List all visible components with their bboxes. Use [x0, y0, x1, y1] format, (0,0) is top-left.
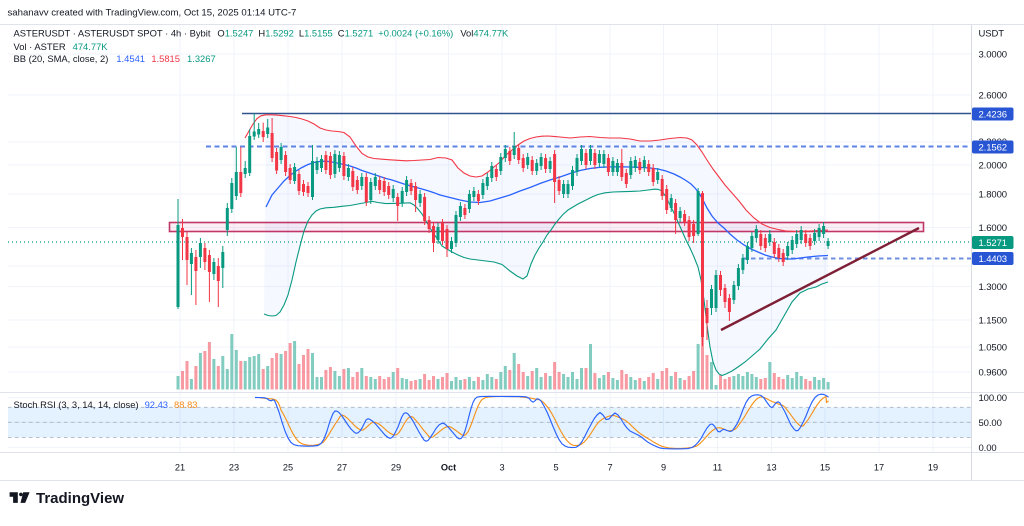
- svg-text:17: 17: [874, 462, 884, 472]
- svg-text:25: 25: [283, 462, 293, 472]
- svg-text:2.0000: 2.0000: [979, 161, 1007, 172]
- svg-text:1.5271: 1.5271: [979, 238, 1007, 249]
- svg-text:USDT: USDT: [979, 29, 1005, 40]
- svg-text:sahanavv created with TradingV: sahanavv created with TradingView.com, O…: [8, 8, 297, 19]
- svg-text:Stoch RSI (3, 3, 14, 14, close: Stoch RSI (3, 3, 14, 14, close) 92.43 88.8…: [14, 399, 198, 410]
- svg-text:1.1500: 1.1500: [979, 316, 1007, 327]
- svg-text:3: 3: [499, 462, 504, 472]
- svg-text:ASTERUSDT · ASTERUSDT SPOT · 4: ASTERUSDT · ASTERUSDT SPOT · 4h · Bybit O…: [14, 28, 510, 39]
- svg-text:11: 11: [713, 462, 723, 472]
- svg-text:Oct: Oct: [441, 462, 456, 472]
- svg-text:27: 27: [337, 462, 347, 472]
- svg-text:1.8000: 1.8000: [979, 190, 1007, 201]
- svg-text:9: 9: [661, 462, 666, 472]
- svg-text:2.4236: 2.4236: [979, 109, 1007, 120]
- svg-text:3.0000: 3.0000: [979, 50, 1007, 61]
- svg-text:100.00: 100.00: [979, 393, 1007, 404]
- svg-text:1.4403: 1.4403: [979, 254, 1007, 265]
- svg-text:0.9600: 0.9600: [979, 368, 1007, 379]
- svg-text:21: 21: [175, 462, 185, 472]
- svg-text:1.6000: 1.6000: [979, 223, 1007, 234]
- svg-text:19: 19: [928, 462, 938, 472]
- svg-text:0.00: 0.00: [979, 443, 997, 454]
- svg-text:5: 5: [553, 462, 558, 472]
- svg-text:23: 23: [229, 462, 239, 472]
- svg-text:TradingView: TradingView: [36, 490, 124, 507]
- svg-text:1.3000: 1.3000: [979, 282, 1007, 293]
- svg-text:2.1562: 2.1562: [979, 142, 1007, 153]
- svg-text:29: 29: [391, 462, 401, 472]
- svg-text:50.00: 50.00: [979, 418, 1002, 429]
- svg-text:1.0500: 1.0500: [979, 343, 1007, 354]
- svg-text:13: 13: [766, 462, 776, 472]
- svg-text:2.6000: 2.6000: [979, 91, 1007, 102]
- svg-text:15: 15: [820, 462, 830, 472]
- svg-text:7: 7: [607, 462, 612, 472]
